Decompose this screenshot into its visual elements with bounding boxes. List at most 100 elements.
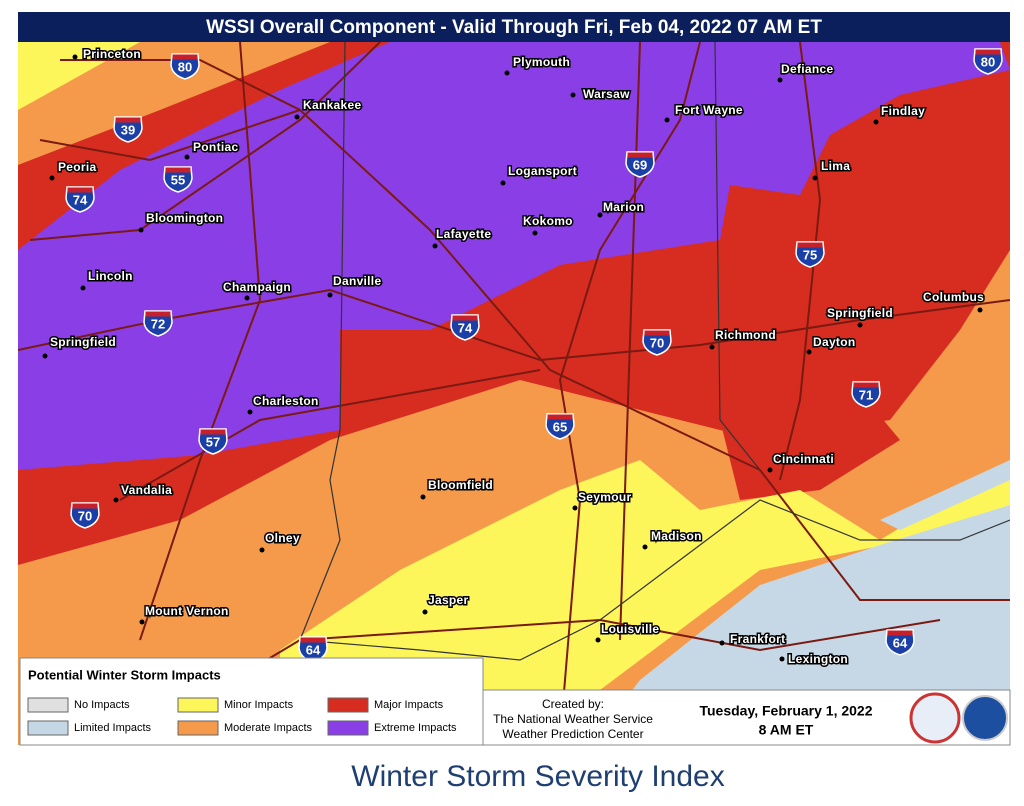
highway — [779, 42, 822, 481]
impact-map — [18, 42, 1010, 745]
city-dot — [80, 285, 86, 291]
city-label: Olney — [265, 531, 300, 545]
interstate-shield: 74 — [65, 186, 95, 213]
city-label: Logansport — [508, 164, 577, 178]
city-dot — [113, 497, 119, 503]
legend-swatch — [177, 720, 219, 736]
city-label: Mount Vernon — [145, 604, 229, 618]
shield-number: 65 — [553, 419, 567, 434]
interstate-shield: 39 — [113, 116, 143, 143]
city-label: Kankakee — [303, 98, 361, 112]
city-label: Vandalia — [121, 483, 172, 497]
legend-label: No Impacts — [74, 699, 130, 711]
city-label: Danville — [333, 274, 381, 288]
city-label: Seymour — [578, 490, 631, 504]
city-dot — [806, 349, 812, 355]
highway — [60, 59, 1010, 601]
state-border — [299, 42, 346, 641]
shield-top — [115, 117, 141, 123]
shield-body — [65, 186, 95, 213]
city-label: Columbus — [923, 290, 984, 304]
city-label: Charleston — [253, 394, 319, 408]
shield-body — [143, 310, 173, 337]
city-label: Louisville — [601, 622, 659, 636]
interstate-shield: 65 — [545, 413, 575, 440]
city-dot — [184, 154, 190, 160]
shield-top — [547, 414, 573, 420]
city-label: Springfield — [50, 335, 116, 349]
city-label: Kokomo — [523, 214, 573, 228]
shield-number: 70 — [650, 335, 664, 350]
city-dot — [597, 212, 603, 218]
city-label: Richmond — [715, 328, 776, 342]
interstate-shield: 80 — [170, 53, 200, 80]
city-label: Findlay — [881, 104, 925, 118]
shield-top — [853, 382, 879, 388]
shield-body — [851, 381, 881, 408]
city-dot — [138, 227, 144, 233]
city-dot — [72, 54, 78, 60]
credit-line: Weather Prediction Center — [502, 727, 643, 741]
shield-number: 69 — [633, 157, 647, 172]
city-label: Fort Wayne — [675, 103, 743, 117]
labels: Princeton Plymouth Warsaw Defiance Kankakee F… — [42, 46, 1003, 668]
highway — [29, 42, 381, 241]
shield-body — [450, 314, 480, 341]
impact-area — [18, 42, 330, 165]
city-label: Marion — [603, 200, 644, 214]
city-label: Dayton — [813, 335, 855, 349]
city-dot — [49, 175, 55, 181]
city-dot — [664, 117, 670, 123]
interstate-shield: 72 — [143, 310, 173, 337]
city-dot — [767, 467, 773, 473]
shield-body — [70, 502, 100, 529]
city-dot — [420, 494, 426, 500]
shield-number: 55 — [171, 172, 185, 187]
legend-swatch — [27, 697, 69, 713]
title-bar — [18, 12, 1010, 42]
city-dot — [873, 119, 879, 125]
legend-box — [19, 657, 484, 746]
city-dot — [977, 307, 983, 313]
impact-area — [880, 460, 1010, 530]
city-dot — [709, 344, 715, 350]
city-label: Warsaw — [583, 87, 630, 101]
highway — [619, 42, 641, 641]
shield-body — [625, 151, 655, 178]
city-dot — [857, 322, 863, 328]
shield-body — [113, 116, 143, 143]
city-label: Pontiac — [193, 140, 238, 154]
shield-number: 39 — [121, 122, 135, 137]
shield-number: 71 — [859, 387, 873, 402]
city-label: Jasper — [428, 593, 469, 607]
interstate-shield: 70 — [70, 502, 100, 529]
shield-top — [452, 315, 478, 321]
shield-body — [642, 329, 672, 356]
city-dot — [572, 505, 578, 511]
legend-label: Major Impacts — [374, 699, 444, 711]
shield-top — [165, 167, 191, 173]
shield-top — [67, 187, 93, 193]
shield-top — [72, 503, 98, 509]
city-label: Cincinnati — [773, 452, 834, 466]
shield-number: 74 — [458, 320, 473, 335]
shield-body — [795, 241, 825, 268]
impact-area — [590, 505, 1010, 745]
city-dot — [500, 180, 506, 186]
legend-swatch — [327, 720, 369, 736]
city-dot — [532, 230, 538, 236]
highway — [558, 42, 701, 741]
city-dot — [139, 619, 145, 625]
noaa-logo — [962, 695, 1008, 741]
legend-label: Minor Impacts — [224, 699, 294, 711]
city-dot — [327, 292, 333, 298]
city-dot — [259, 547, 265, 553]
city-label: Bloomfield — [428, 478, 493, 492]
shield-body — [198, 428, 228, 455]
interstate-shield: 64 — [298, 636, 328, 663]
shield-number: 72 — [151, 316, 165, 331]
interstate-shield: 80 — [973, 48, 1003, 75]
shield-top — [145, 311, 171, 317]
interstate-shield: 55 — [163, 166, 193, 193]
